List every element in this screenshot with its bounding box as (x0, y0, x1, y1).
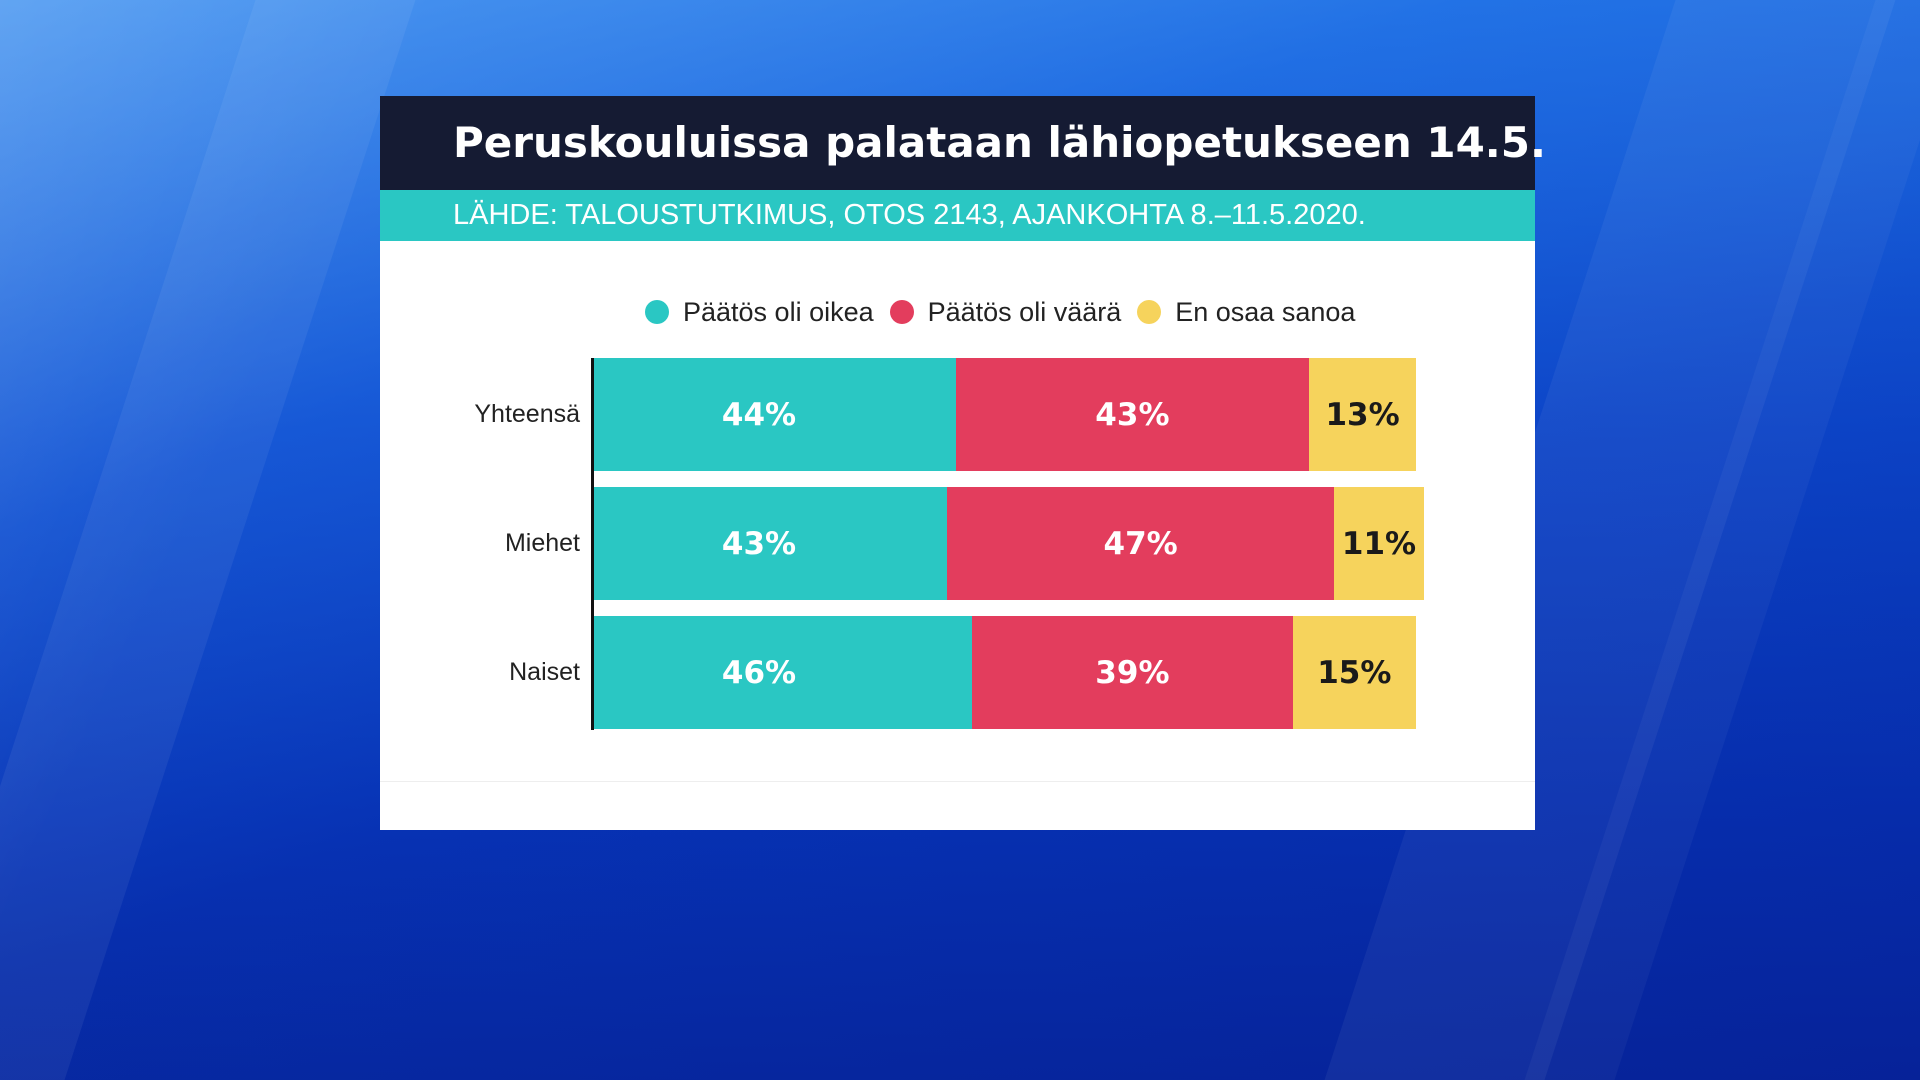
source-text: LÄHDE: TALOUSTUTKIMUS, OTOS 2143, AJANKO… (453, 199, 1366, 231)
bar-segment (594, 487, 948, 600)
title-bar: Peruskouluissa palataan lähiopetukseen 1… (380, 96, 1546, 190)
data-label: 43% (1095, 396, 1170, 433)
bar-segment (1309, 358, 1416, 471)
legend-swatch (645, 300, 669, 324)
category-label: Miehet (504, 528, 580, 557)
bar-segment (955, 358, 1310, 471)
legend-swatch (1137, 300, 1162, 324)
legend-label: Päätös oli oikea (683, 296, 874, 327)
legend-swatch (889, 300, 914, 324)
legend-item: En osaa sanoa (1137, 297, 1355, 328)
legend-label: En osaa sanoa (1175, 296, 1356, 327)
data-label: 13% (1325, 396, 1400, 433)
legend-item: Päätös oli väärä (889, 296, 1122, 328)
legend-item: Päätös oli oikea (645, 297, 874, 328)
category-label: Naiset (509, 657, 580, 686)
bar-segment (1333, 487, 1425, 600)
data-label: 47% (1103, 525, 1178, 562)
bar-segment (1292, 616, 1416, 729)
card-divider (380, 781, 1535, 782)
category-label: Yhteensä (474, 399, 580, 428)
data-label: 15% (1317, 654, 1392, 691)
data-label: 43% (721, 525, 797, 562)
plot-area: Yhteensä 44% 43% 13% Miehet 43% 47% 11% Naiset 46… (380, 96, 1535, 830)
legend: Päätös oli oikea Päätös oli väärä En osaa … (645, 294, 1371, 330)
y-axis-line (591, 358, 594, 730)
bar-segment (947, 487, 1334, 600)
chart-card: Peruskouluissa palataan lähiopetukseen 1… (380, 96, 1546, 830)
bar-segment (594, 358, 956, 471)
data-label: 44% (721, 396, 797, 433)
chart-title: Peruskouluissa palataan lähiopetukseen 1… (453, 118, 1546, 167)
legend-label: Päätös oli väärä (927, 296, 1122, 327)
source-bar: LÄHDE: TALOUSTUTKIMUS, OTOS 2143, AJANKO… (380, 190, 1535, 241)
bar-segment (594, 616, 973, 729)
data-label: 11% (1341, 525, 1417, 562)
bar-segment (972, 616, 1293, 729)
data-label: 46% (721, 654, 797, 691)
data-label: 39% (1095, 654, 1170, 691)
